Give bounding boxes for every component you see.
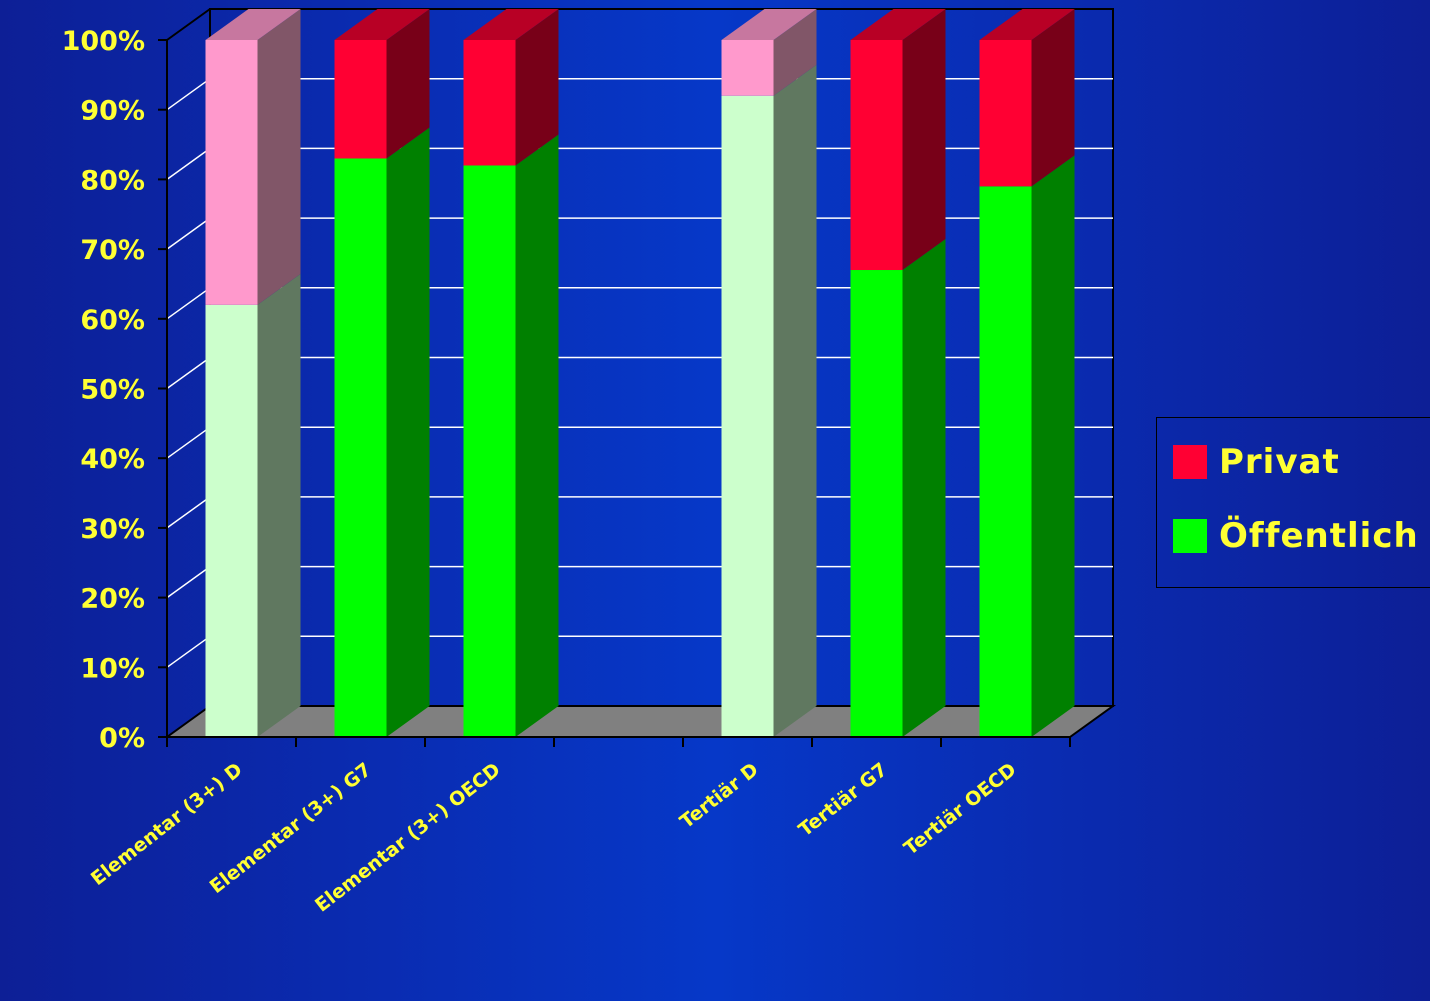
x-tick-label: Tertiär D [676, 759, 763, 834]
legend-label-oeffentlich: Öffentlich [1219, 516, 1419, 556]
legend-label-privat: Privat [1219, 442, 1340, 482]
bar-top [205, 9, 301, 40]
bar-segment-privat [205, 40, 258, 305]
chart-walls [163, 8, 1117, 738]
legend-item-privat: Privat [1173, 442, 1340, 482]
gridline-diagonal [166, 217, 211, 250]
gridline-diagonal [166, 287, 211, 320]
y-tick-label: 20% [80, 584, 145, 615]
bar-segment-privat [979, 40, 1032, 187]
bar-segment-oeffentlich [721, 95, 774, 737]
bar-top [979, 9, 1075, 40]
bar-side-oeffentlich [902, 239, 946, 737]
bar-segment-oeffentlich [850, 270, 903, 737]
gridlines [166, 77, 1113, 668]
bar-side-privat [515, 9, 559, 166]
bar-side-oeffentlich [773, 64, 817, 737]
y-tick-label: 100% [62, 26, 145, 57]
y-tick-label: 50% [80, 375, 145, 406]
bars [205, 9, 1075, 738]
gridline-diagonal [166, 147, 211, 181]
y-tick-label: 0% [99, 723, 145, 754]
bar-side-privat [386, 9, 430, 159]
bar-top [721, 9, 817, 40]
y-tick-label: 40% [80, 444, 145, 475]
bar-top [463, 9, 559, 40]
y-tick-label: 80% [80, 165, 145, 196]
bar-side-privat [902, 9, 946, 271]
gridline-diagonal [166, 426, 211, 459]
gridline-diagonal [166, 356, 211, 390]
bar-side-privat [773, 9, 817, 96]
y-tick-label: 70% [80, 235, 145, 266]
bar-segment-privat [334, 40, 387, 159]
bar-segment-oeffentlich [979, 186, 1032, 737]
y-tick-label: 90% [80, 96, 145, 127]
bar-segment-oeffentlich [205, 304, 258, 737]
bar-side-oeffentlich [1031, 155, 1075, 737]
x-tick-label: Tertiär OECD [900, 759, 1021, 860]
bar-side-oeffentlich [515, 134, 559, 737]
legend-swatch-privat [1173, 445, 1207, 479]
bar-side-oeffentlich [257, 273, 301, 737]
axes [158, 39, 1071, 747]
gridline-diagonal [166, 496, 211, 529]
legend-swatch-oeffentlich [1173, 519, 1207, 553]
gridline-diagonal [166, 565, 211, 599]
bar-side-privat [257, 9, 301, 305]
legend: Privat Öffentlich [1156, 417, 1430, 588]
legend-item-oeffentlich: Öffentlich [1173, 516, 1419, 556]
chart-floor [163, 705, 1117, 738]
y-tick-label: 10% [80, 653, 145, 684]
bar-side-oeffentlich [386, 127, 430, 738]
y-tick-label: 60% [80, 305, 145, 336]
bar-segment-privat [463, 40, 516, 166]
y-tick-label: 30% [80, 514, 145, 545]
bar-segment-privat [721, 40, 774, 96]
x-tick-label: Tertiär G7 [795, 759, 892, 842]
gridline-diagonal [166, 78, 211, 111]
bar-top [334, 9, 430, 40]
side-wall-top-edge [166, 8, 211, 41]
bar-side-privat [1031, 9, 1075, 187]
bar-top [850, 9, 946, 40]
bar-segment-privat [850, 40, 903, 271]
bar-segment-oeffentlich [334, 158, 387, 738]
bar-segment-oeffentlich [463, 165, 516, 737]
gridline-diagonal [166, 635, 211, 668]
